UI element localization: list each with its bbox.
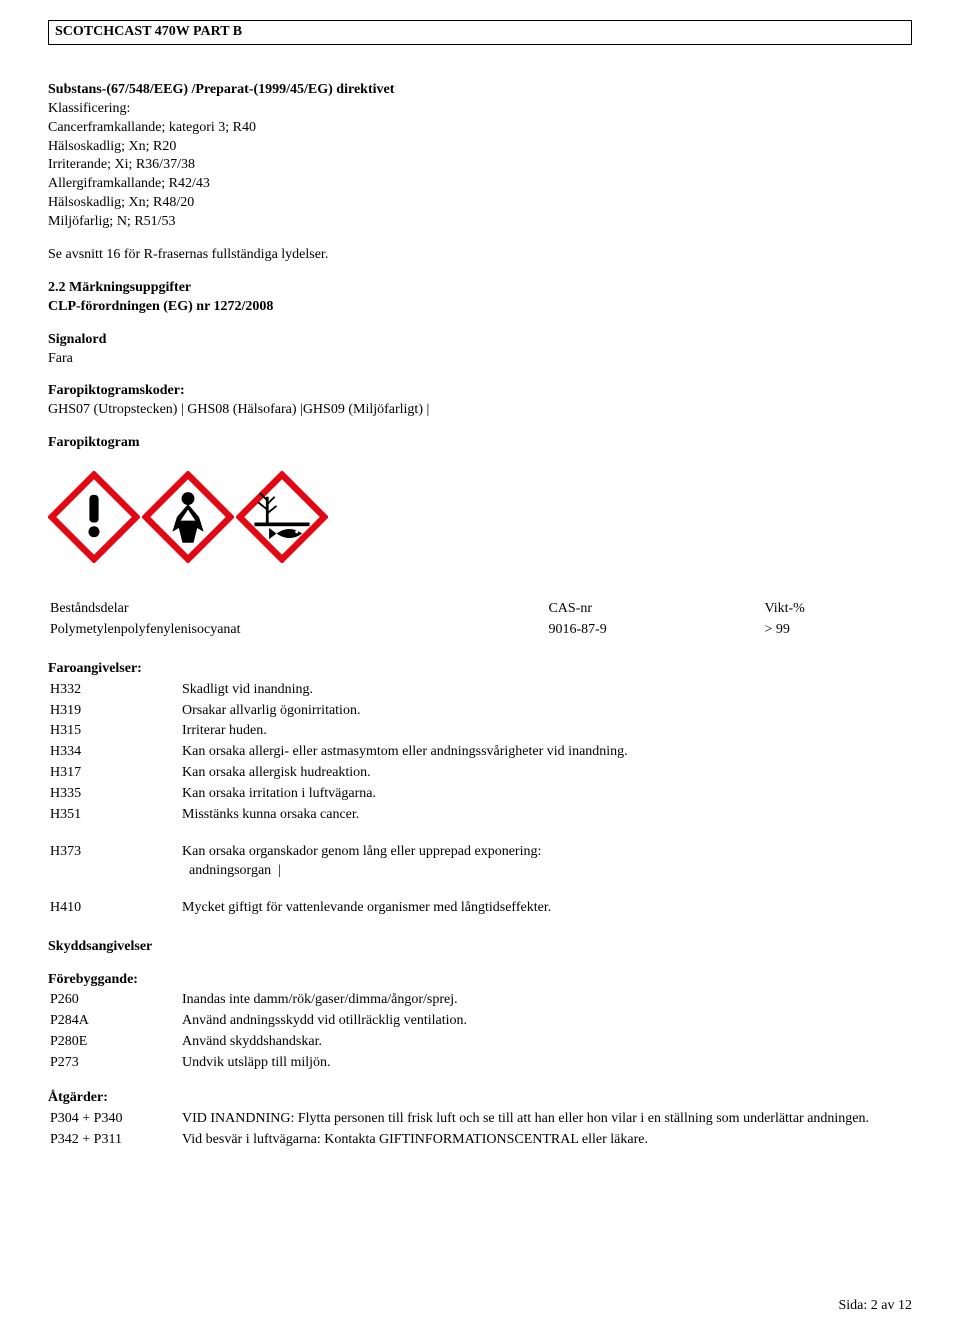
ingredient-cas: 9016-87-9	[548, 621, 762, 640]
page-footer: Sida: 2 av 12	[839, 1297, 913, 1316]
ingredients-header-cas: CAS-nr	[548, 600, 762, 619]
hazard-text: Kan orsaka organskador genom lång eller …	[182, 843, 910, 881]
hazard-h410-table: H410 Mycket giftigt för vattenlevande or…	[48, 897, 912, 920]
hazard-text: Kan orsaka irritation i luftvägarna.	[182, 785, 910, 804]
ingredient-wt: > 99	[764, 621, 910, 640]
hazard-code: H373	[50, 843, 180, 881]
hazard-code: H319	[50, 702, 180, 721]
precaution-code: P304 + P340	[50, 1110, 180, 1129]
precaution-text: Använd skyddshandskar.	[182, 1033, 910, 1052]
table-row: H319Orsakar allvarlig ögonirritation.	[50, 702, 910, 721]
table-row: P284AAnvänd andningsskydd vid otillräckl…	[50, 1012, 910, 1031]
table-row: P273Undvik utsläpp till miljön.	[50, 1054, 910, 1073]
precaution-code: P260	[50, 991, 180, 1010]
hazard-code: H410	[50, 899, 180, 918]
classification-line: Cancerframkallande; kategori 3; R40	[48, 119, 912, 138]
hazard-text: Skadligt vid inandning.	[182, 681, 910, 700]
response-table: P304 + P340VID INANDNING: Flytta persone…	[48, 1108, 912, 1152]
hazard-code: H335	[50, 785, 180, 804]
hazard-table: H332Skadligt vid inandning. H319Orsakar …	[48, 679, 912, 827]
ingredient-name: Polymetylenpolyfenylenisocyanat	[50, 621, 546, 640]
hazard-code: H315	[50, 722, 180, 741]
precaution-code: P273	[50, 1054, 180, 1073]
classification-line: Hälsoskadlig; Xn; R20	[48, 138, 912, 157]
directive-section: Substans-(67/548/EEG) /Preparat-(1999/45…	[48, 81, 912, 265]
hazard-text: Mycket giftigt för vattenlevande organis…	[182, 899, 910, 918]
hazard-code: H334	[50, 743, 180, 762]
ghs09-environment-icon	[236, 471, 328, 570]
hazard-statements-label: Faroangivelser:	[48, 660, 912, 679]
precaution-code: P342 + P311	[50, 1131, 180, 1150]
hazard-text: Kan orsaka allergi- eller astmasymtom el…	[182, 743, 910, 762]
table-row: H410 Mycket giftigt för vattenlevande or…	[50, 899, 910, 918]
classification-line: Hälsoskadlig; Xn; R48/20	[48, 194, 912, 213]
hazard-h373-text: Kan orsaka organskador genom lång eller …	[182, 843, 910, 862]
hazard-text: Kan orsaka allergisk hudreaktion.	[182, 764, 910, 783]
precaution-text: Undvik utsläpp till miljön.	[182, 1054, 910, 1073]
table-row: H317Kan orsaka allergisk hudreaktion.	[50, 764, 910, 783]
table-row: H332Skadligt vid inandning.	[50, 681, 910, 700]
labelling-regulation: CLP-förordningen (EG) nr 1272/2008	[48, 298, 912, 317]
pictogram-codes-value: GHS07 (Utropstecken) | GHS08 (Hälsofara)…	[48, 401, 912, 420]
hazard-code: H332	[50, 681, 180, 700]
precaution-label: Skyddsangivelser	[48, 938, 912, 957]
hazard-text: Misstänks kunna orsaka cancer.	[182, 806, 910, 825]
table-row: H335Kan orsaka irritation i luftvägarna.	[50, 785, 910, 804]
ghs07-exclamation-icon	[48, 471, 140, 570]
signal-word-label: Signalord	[48, 331, 912, 350]
hazard-code: H317	[50, 764, 180, 783]
table-row: H351Misstänks kunna orsaka cancer.	[50, 806, 910, 825]
table-row: H334Kan orsaka allergi- eller astmasymto…	[50, 743, 910, 762]
table-row: P342 + P311Vid besvär i luftvägarna: Kon…	[50, 1131, 910, 1150]
pictogram-row	[48, 471, 912, 570]
labelling-heading: 2.2 Märkningsuppgifter	[48, 279, 912, 298]
ingredients-header-name: Beståndsdelar	[50, 600, 546, 619]
document-title: SCOTCHCAST 470W PART B	[55, 24, 242, 39]
table-row: Polymetylenpolyfenylenisocyanat 9016-87-…	[50, 621, 910, 640]
precaution-text: Vid besvär i luftvägarna: Kontakta GIFTI…	[182, 1131, 910, 1150]
signal-word-value: Fara	[48, 350, 912, 369]
table-row: H373 Kan orsaka organskador genom lång e…	[50, 843, 910, 881]
table-row: Beståndsdelar CAS-nr Vikt-%	[50, 600, 910, 619]
table-row: P260Inandas inte damm/rök/gaser/dimma/ån…	[50, 991, 910, 1010]
document-title-box: SCOTCHCAST 470W PART B	[48, 20, 912, 45]
precaution-text: Använd andningsskydd vid otillräcklig ve…	[182, 1012, 910, 1031]
table-row: P280EAnvänd skyddshandskar.	[50, 1033, 910, 1052]
precaution-text: Inandas inte damm/rök/gaser/dimma/ångor/…	[182, 991, 910, 1010]
labelling-section: 2.2 Märkningsuppgifter CLP-förordningen …	[48, 279, 912, 570]
precaution-code: P284A	[50, 1012, 180, 1031]
ingredients-table: Beståndsdelar CAS-nr Vikt-% Polymetylenp…	[48, 598, 912, 642]
classification-line: Miljöfarlig; N; R51/53	[48, 213, 912, 232]
precaution-text: VID INANDNING: Flytta personen till fris…	[182, 1110, 910, 1129]
prevention-table: P260Inandas inte damm/rök/gaser/dimma/ån…	[48, 989, 912, 1075]
see-section-note: Se avsnitt 16 för R-frasernas fullständi…	[48, 246, 912, 265]
pictogram-codes-label: Faropiktogramskoder:	[48, 382, 912, 401]
classification-line: Allergiframkallande; R42/43	[48, 175, 912, 194]
directive-heading: Substans-(67/548/EEG) /Preparat-(1999/45…	[48, 81, 912, 100]
hazard-text: Orsakar allvarlig ögonirritation.	[182, 702, 910, 721]
ghs08-health-hazard-icon	[142, 471, 234, 570]
hazard-h373-table: H373 Kan orsaka organskador genom lång e…	[48, 841, 912, 883]
hazard-code: H351	[50, 806, 180, 825]
table-row: P304 + P340VID INANDNING: Flytta persone…	[50, 1110, 910, 1129]
classification-line: Irriterande; Xi; R36/37/38	[48, 156, 912, 175]
classification-label: Klassificering:	[48, 100, 912, 119]
pictogram-label: Faropiktogram	[48, 434, 912, 453]
hazard-h373-sub: andningsorgan |	[182, 862, 910, 881]
response-label: Åtgärder:	[48, 1089, 912, 1108]
hazard-text: Irriterar huden.	[182, 722, 910, 741]
prevention-label: Förebyggande:	[48, 971, 912, 990]
table-row: H315Irriterar huden.	[50, 722, 910, 741]
precaution-code: P280E	[50, 1033, 180, 1052]
ingredients-header-wt: Vikt-%	[764, 600, 910, 619]
